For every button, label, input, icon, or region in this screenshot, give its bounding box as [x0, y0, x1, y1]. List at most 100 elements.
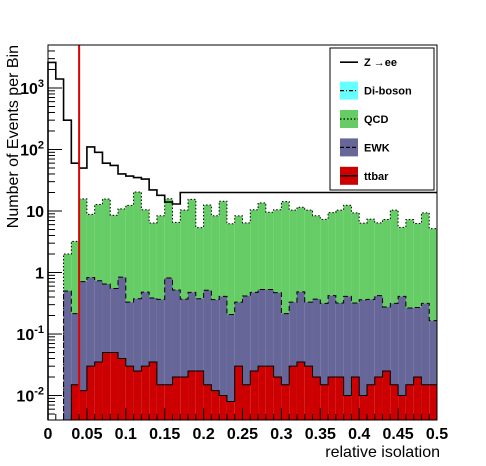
qcd-bar: [149, 222, 157, 299]
ttbar-bar: [164, 384, 173, 420]
ewk-bar: [234, 302, 243, 367]
ttbar-bar: [149, 362, 157, 420]
qcd-bar: [86, 214, 95, 278]
qcd-bar: [125, 205, 134, 303]
y-tick-label: 10: [26, 204, 44, 221]
legend: Z →ee Di-boson QCD EWK ttbar: [329, 47, 435, 191]
qcd-bar: [398, 227, 406, 297]
y-axis-title: Number of Events per Bin: [5, 45, 22, 228]
qcd-bar: [382, 219, 391, 307]
ttbar-bar: [273, 377, 282, 420]
x-axis-title: relative isolation: [325, 444, 440, 461]
x-tick-label: 0.5: [426, 426, 448, 443]
ewk-bar: [94, 280, 103, 363]
ttbar-bar: [219, 395, 227, 420]
ttbar-bar: [429, 384, 437, 420]
qcd-outline: [48, 191, 437, 421]
ttbar-bar: [281, 384, 290, 420]
qcd-bar: [172, 222, 181, 290]
ttbar-bar: [156, 384, 165, 420]
ttbar-bar: [118, 358, 126, 420]
ewk-bar: [328, 295, 336, 378]
ewk-bar: [79, 281, 87, 391]
qcd-bar: [366, 219, 375, 300]
ewk-bar: [242, 296, 251, 385]
ewk-bar: [149, 298, 157, 363]
ttbar-bar: [405, 384, 414, 420]
qcd-bar: [203, 205, 212, 291]
ttbar-bar: [296, 362, 305, 420]
ttbar-bar: [180, 377, 189, 420]
qcd-bar: [312, 215, 321, 300]
ewk-bar: [71, 313, 80, 385]
histogram-bars: [48, 191, 437, 421]
qcd-bar: [211, 215, 220, 300]
qcd-bar: [320, 219, 329, 304]
ttbar-bar: [359, 395, 367, 420]
ttbar-bar: [211, 390, 220, 420]
qcd-bar: [188, 199, 196, 293]
ewk-bar: [343, 296, 352, 396]
ewk-bar: [188, 292, 196, 372]
ewk-bar: [141, 292, 150, 367]
qcd-bar: [226, 223, 235, 315]
x-tick-label: 0.25: [227, 426, 258, 443]
ttbar-bar: [374, 377, 383, 420]
ttbar-bar: [382, 371, 391, 420]
ttbar-bar: [328, 377, 336, 420]
x-tick-label: 0.3: [270, 426, 292, 443]
ewk-bar: [273, 292, 282, 378]
ttbar-bar: [94, 362, 103, 420]
ttbar-bar: [188, 371, 196, 420]
qcd-bar: [421, 212, 430, 304]
ewk-outline: [48, 276, 437, 421]
z-ee-outline: [47, 61, 437, 420]
ttbar-bar: [125, 366, 134, 420]
ewk-bar: [398, 296, 406, 396]
ewk-bar: [351, 302, 360, 378]
qcd-bar: [258, 202, 266, 290]
ttbar-bar: [413, 377, 422, 420]
x-tick-label: 0.45: [383, 426, 414, 443]
ttbar-bar: [110, 352, 119, 420]
qcd-bar: [79, 198, 87, 282]
qcd-bar: [180, 210, 189, 300]
ewk-bar: [289, 302, 297, 367]
legend-label-qcd: QCD: [364, 114, 389, 126]
ttbar-bar: [79, 390, 87, 420]
qcd-bar: [335, 210, 344, 303]
ttbar-bar: [320, 384, 329, 420]
ewk-bar: [429, 320, 437, 385]
y-tick-label: 1: [35, 266, 44, 283]
legend-label-diboson: Di-boson: [364, 86, 412, 98]
ewk-bar: [133, 298, 142, 372]
qcd-bar: [281, 201, 290, 314]
qcd-bar: [219, 201, 227, 297]
x-tick-label: 0.4: [348, 426, 370, 443]
ttbar-bar: [250, 371, 259, 420]
ewk-bar: [335, 302, 344, 378]
ewk-bar: [250, 292, 259, 372]
ewk-bar: [374, 295, 383, 378]
ewk-bar: [180, 299, 189, 378]
legend-label-ttbar: ttbar: [364, 171, 389, 183]
y-tick-labels: 10-2 10-1 1 10 102 103: [16, 78, 44, 406]
qcd-bar: [413, 223, 422, 308]
y-tick-label: 10-1: [16, 324, 44, 344]
ttbar-bar: [141, 366, 150, 420]
ttbar-bar: [71, 384, 80, 420]
qcd-bar: [390, 210, 399, 304]
ewk-bar: [281, 313, 290, 385]
ttbar-bar: [398, 395, 406, 420]
qcd-bar: [63, 253, 72, 292]
ewk-bar: [195, 298, 204, 372]
ttbar-bar: [265, 366, 274, 420]
ttbar-bar: [234, 366, 243, 420]
ewk-bar: [102, 284, 111, 353]
ewk-bar: [164, 277, 173, 385]
qcd-bar: [195, 227, 204, 299]
ttbar-bar: [289, 366, 297, 420]
ewk-bar: [421, 303, 430, 385]
qcd-bar: [118, 208, 126, 278]
